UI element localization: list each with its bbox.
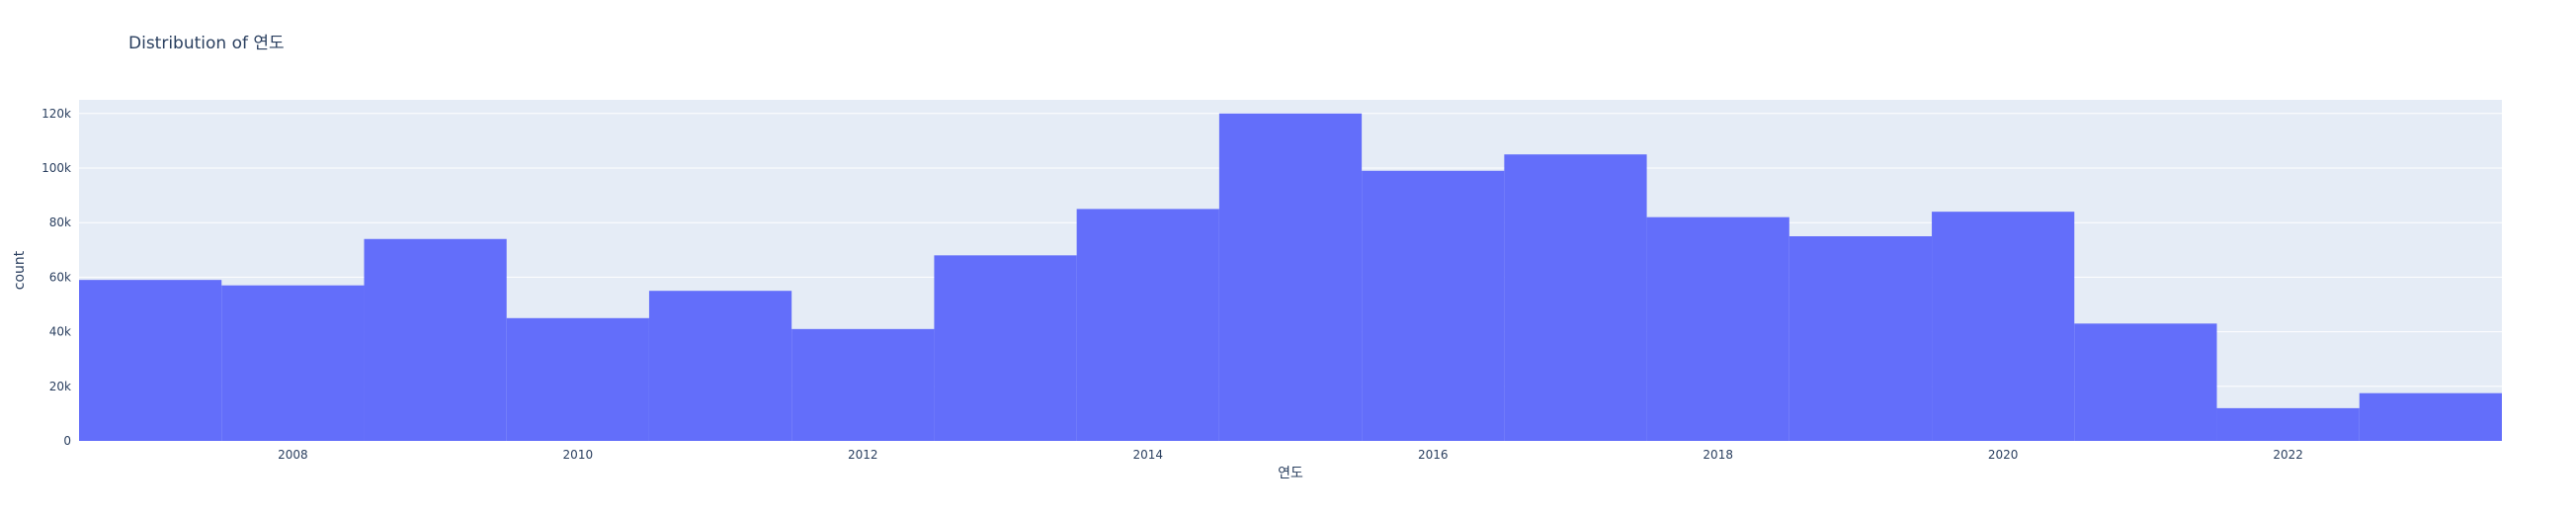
- y-axis-ticks: 0 20k 40k 60k 80k 100k 120k: [42, 107, 71, 448]
- x-tick-label: 2018: [1703, 448, 1733, 462]
- y-tick-label: 20k: [49, 380, 71, 393]
- x-axis-title: 연도: [1278, 466, 1303, 481]
- x-tick-label: 2022: [2273, 448, 2303, 462]
- y-tick-label: 120k: [42, 107, 71, 121]
- y-tick-label: 40k: [49, 325, 71, 339]
- x-tick-label: 2008: [278, 448, 308, 462]
- histogram-bar: [2074, 323, 2217, 441]
- histogram-bar: [791, 328, 935, 441]
- y-axis-title: count: [12, 250, 28, 290]
- x-tick-label: 2014: [1132, 448, 1163, 462]
- histogram-bar: [79, 280, 222, 441]
- y-tick-label: 80k: [49, 216, 71, 229]
- histogram-bar: [1362, 170, 1505, 441]
- y-tick-label: 0: [63, 434, 71, 448]
- histogram-bar: [1932, 212, 2075, 441]
- histogram-bar: [1788, 236, 1933, 441]
- y-tick-label: 60k: [49, 270, 71, 284]
- x-tick-label: 2016: [1418, 448, 1449, 462]
- histogram-bar: [1076, 209, 1219, 441]
- x-axis-ticks: 2008 2010 2012 2014 2016 2018 2020 2022: [278, 448, 2303, 462]
- histogram-bar: [934, 255, 1077, 441]
- histogram-bar: [2359, 392, 2502, 441]
- histogram-bar: [221, 285, 365, 441]
- chart-title: Distribution of 연도: [128, 34, 285, 53]
- histogram-bar: [1504, 154, 1647, 441]
- histogram-bar: [506, 317, 649, 441]
- x-tick-label: 2020: [1988, 448, 2019, 462]
- y-tick-label: 100k: [42, 161, 71, 175]
- histogram-bar: [1646, 216, 1789, 441]
- histogram-bar: [364, 238, 507, 441]
- x-tick-label: 2012: [848, 448, 878, 462]
- histogram-bar: [1218, 113, 1363, 442]
- bars: [79, 113, 2502, 442]
- x-tick-label: 2010: [563, 448, 594, 462]
- histogram-bar: [648, 291, 792, 441]
- histogram-bar: [2216, 407, 2360, 441]
